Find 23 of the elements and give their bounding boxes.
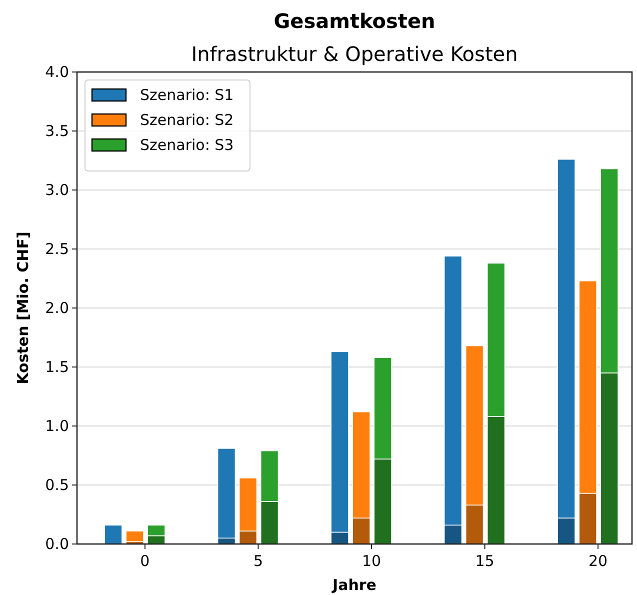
chart-subtitle: Infrastruktur & Operative Kosten: [191, 42, 518, 66]
x-axis-title: Jahre: [332, 576, 376, 594]
y-tick-label: 0.0: [45, 535, 69, 553]
legend-label: Szenario: S2: [140, 111, 234, 129]
x-tick-label: 0: [140, 552, 150, 570]
y-tick-label: 1.0: [45, 417, 69, 435]
y-tick-label: 3.0: [45, 181, 69, 199]
y-tick-label: 2.0: [45, 299, 69, 317]
bar: [126, 530, 144, 542]
x-tick-label: 5: [253, 552, 263, 570]
legend-label: Szenario: S1: [140, 86, 234, 104]
y-tick-label: 4.0: [45, 63, 69, 81]
y-tick-label: 2.5: [45, 240, 69, 258]
legend-label: Szenario: S3: [140, 136, 234, 154]
x-tick-label: 10: [362, 552, 382, 570]
chart-title: Gesamtkosten: [274, 9, 436, 33]
y-axis-title: Kosten [Mio. CHF]: [14, 232, 32, 384]
y-tick-label: 3.5: [45, 122, 69, 140]
x-tick-label: 15: [475, 552, 494, 570]
bar: [104, 524, 122, 544]
x-tick-label: 20: [588, 552, 608, 570]
y-tick-label: 1.5: [45, 358, 69, 376]
y-tick-label: 0.5: [45, 476, 69, 494]
